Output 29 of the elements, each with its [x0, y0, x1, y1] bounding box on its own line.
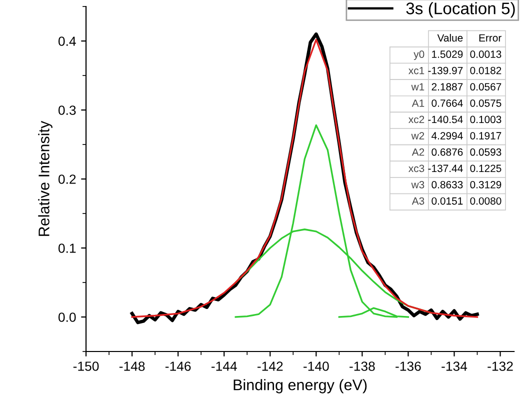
annotation: w1 2.1887 0.0567: [411, 83, 502, 91]
y-tick-label: 0.2: [58, 174, 76, 184]
x-tick-label: -134: [442, 362, 468, 371]
x-tick-label: -132: [488, 362, 513, 371]
y-tick-label: 0.0: [58, 312, 76, 322]
annotation: xc2 -140.54 0.1003: [408, 116, 502, 124]
annotation: xc1 -139.97 0.0182: [408, 66, 502, 74]
y-tick-label: 0.1: [58, 244, 76, 253]
text: Value Error: [437, 34, 502, 42]
x-tick-label: -148: [119, 362, 145, 371]
annotation: xc3 -137.44 0.1225: [408, 164, 502, 172]
y-tick-label: 0.4: [58, 36, 76, 46]
x-tick-label: -138: [350, 362, 375, 371]
annotation: w3 0.8633 0.3129: [411, 181, 502, 188]
x-tick-label: -150: [73, 362, 99, 371]
x-tick-label: -140: [304, 362, 329, 371]
x-axis-title: Binding energy (eV): [234, 379, 367, 394]
annotation: A3 0.0151 0.0080: [412, 197, 502, 205]
annotation: y0 1.5029 0.0013: [414, 50, 502, 60]
legend-label: 3s (Location 5): [406, 2, 515, 18]
y-tick-label: 0.3: [58, 106, 76, 115]
annotation: A2 0.6876 0.0593: [412, 148, 502, 156]
y-axis-title: Relative Intensity: [38, 120, 52, 236]
annotation: A1 0.7664 0.0575: [412, 99, 502, 107]
annotation: w2 4.2994 0.1917: [411, 132, 502, 140]
x-tick-label: -142: [258, 362, 283, 371]
x-tick-label: -144: [211, 362, 237, 371]
x-tick-label: -146: [165, 362, 191, 371]
x-tick-label: -136: [396, 362, 421, 371]
